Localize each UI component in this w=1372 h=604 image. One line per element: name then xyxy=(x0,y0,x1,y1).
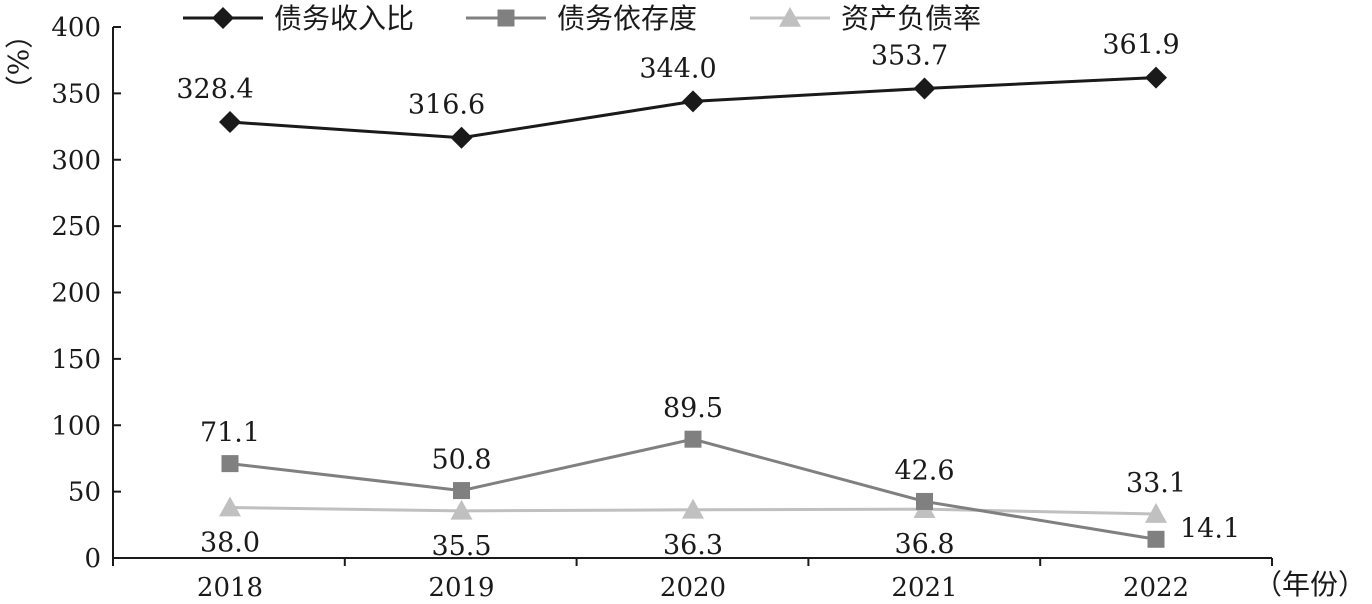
data-label: 35.5 xyxy=(431,531,491,562)
data-label: 353.7 xyxy=(871,40,948,71)
square-marker xyxy=(453,482,470,500)
legend-label: 债务收入比 xyxy=(274,2,414,35)
data-label: 33.1 xyxy=(1126,468,1186,499)
triangle-marker xyxy=(450,499,473,520)
series-square: 71.1 50.8 89.5 42.6 14.1 xyxy=(200,393,1240,548)
triangle-marker xyxy=(1145,503,1167,523)
data-label: 89.5 xyxy=(663,393,723,424)
square-marker xyxy=(497,9,515,27)
data-label: 316.6 xyxy=(408,90,485,121)
chart-series: 38.0 35.5 36.3 36.8 33.1 71.1 50.8 89.5 42.6 14.1… xyxy=(176,30,1240,562)
diamond-marker xyxy=(212,7,234,29)
x-axis-label: （年份） xyxy=(1254,568,1366,601)
y-tick-label: 0 xyxy=(84,544,101,574)
series-diamond: 328.4 316.6 344.0 353.7 361.9 xyxy=(176,30,1180,149)
data-label: 344.0 xyxy=(639,53,716,84)
diamond-marker xyxy=(219,111,241,134)
diamond-marker xyxy=(1145,66,1167,89)
y-tick-label: 50 xyxy=(68,478,101,508)
triangle-marker xyxy=(779,7,801,27)
data-label: 36.3 xyxy=(663,530,723,561)
legend-label: 债务依存度 xyxy=(557,2,697,35)
diamond-marker xyxy=(450,126,473,149)
data-label: 14.1 xyxy=(1180,513,1240,544)
y-tick-label: 100 xyxy=(51,411,101,441)
y-tick-label: 400 xyxy=(51,13,101,43)
x-tick-label: 2020 xyxy=(660,573,726,603)
y-axis-label: （%） xyxy=(1,21,34,104)
square-marker xyxy=(916,492,933,510)
y-tick-label: 300 xyxy=(51,146,101,176)
x-tick-label: 2019 xyxy=(428,573,494,603)
y-tick-label: 200 xyxy=(51,279,101,309)
data-label: 361.9 xyxy=(1102,30,1179,61)
y-tick-label: 350 xyxy=(51,79,101,109)
series-line xyxy=(229,437,1157,541)
data-label: 42.6 xyxy=(894,455,954,486)
square-marker xyxy=(684,430,702,448)
data-label: 71.1 xyxy=(200,418,260,449)
triangle-marker xyxy=(682,498,704,519)
data-label: 50.8 xyxy=(431,445,491,476)
x-tick-label: 2021 xyxy=(891,573,957,603)
series-triangle: 38.0 35.5 36.3 36.8 33.1 xyxy=(200,468,1186,562)
data-label: 328.4 xyxy=(176,74,253,105)
legend-label: 资产负债率 xyxy=(841,2,981,35)
diamond-marker xyxy=(913,77,936,100)
y-tick-label: 250 xyxy=(51,212,101,242)
x-tick-label: 2018 xyxy=(197,573,263,603)
chart-legend: 债务收入比 债务依存度 资产负债率 xyxy=(183,2,981,35)
chart-axes: 0 50 100 150 200 250 300 350 400 2018 2019 2020 2021… xyxy=(51,13,1273,603)
triangle-marker xyxy=(219,496,241,517)
square-marker xyxy=(221,455,239,473)
x-tick-label: 2022 xyxy=(1123,573,1189,603)
diamond-marker xyxy=(682,90,704,113)
square-marker xyxy=(1147,530,1165,548)
data-label: 36.8 xyxy=(894,529,954,560)
data-label: 38.0 xyxy=(200,528,260,559)
y-tick-label: 150 xyxy=(51,345,101,375)
